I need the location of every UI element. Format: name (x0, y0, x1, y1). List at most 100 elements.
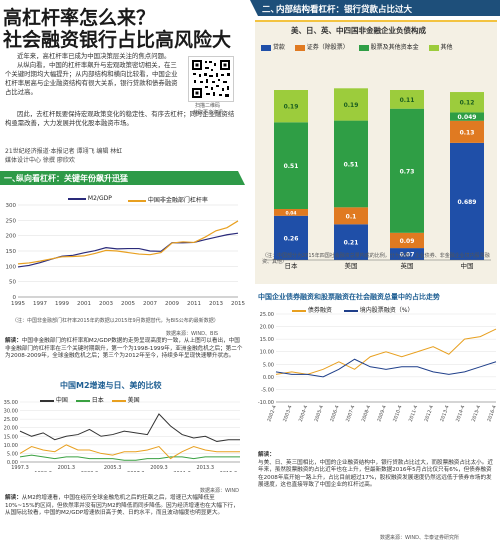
bar-segment (450, 142, 484, 260)
x-tick-label: 2002-4 (266, 405, 277, 423)
bar-segment (334, 224, 368, 260)
x-tick-label: 2009.3 (150, 465, 168, 471)
section1b-explain-label: 解读： (5, 495, 22, 501)
x-tick-label: 2009-4 (376, 405, 387, 423)
m2-growth-chart-svg: 0.00 5.00 10.00 15.00 20.00 25.00 30.00 35.00 19… (4, 400, 240, 477)
m2-growth-chart: 0.00 5.00 10.00 15.00 20.00 25.00 30.00 35.00 19… (0, 392, 245, 477)
y-tick-label: 50 (9, 280, 16, 286)
bar-segment (390, 108, 424, 233)
bar-value-label: 0.07 (400, 252, 415, 259)
bar-value-label: 0.12 (460, 100, 475, 107)
section1-explain-text: 中国非金融部门的杠杆率和M2/GDP数据的走势呈现高度的一致，从上图可以看出，中… (5, 338, 243, 360)
bar-value-label: 0.11 (400, 97, 415, 104)
y-tick-label: 300 (6, 203, 17, 209)
leverage-chart-svg: 0 50 100 150 200 250 300 1995 1997 1999 2001 2003 20… (6, 203, 246, 307)
section2-title: 内部结构看杠杆：银行贷款占比过大 (276, 5, 413, 15)
x-tick-label: 2003 (99, 301, 113, 307)
x-tick-label: 1997.3 (11, 465, 29, 471)
bar-segment (450, 120, 484, 143)
x-tick-label: 2016-4 (486, 405, 497, 423)
series-line-2 (19, 444, 240, 460)
y-tick-label: 35.00 (4, 400, 18, 406)
legend-line-leverage-icon (128, 199, 146, 202)
x-tick-label: 1999 (55, 301, 69, 307)
qr-code[interactable] (188, 56, 234, 102)
legend-line-china-icon (40, 399, 54, 402)
bar-segment (274, 209, 308, 216)
x-category-label: 美国 (345, 261, 358, 270)
legend-swatch-equity-icon (358, 44, 369, 51)
y-tick-label: 0.00 (7, 460, 18, 466)
financing-share-source: 数据来源：WIND、华泰证券研究所 (380, 535, 460, 541)
debt-structure-legend: 贷款 证券（除股票） 股票及其他资本金 其他 (261, 42, 497, 51)
x-tick-label: 2008-4 (361, 405, 372, 423)
section1-number: 一、 (4, 174, 20, 183)
y-tick-label: -5.00 (261, 387, 274, 393)
y-tick-label: 100 (6, 264, 17, 270)
legend-line-bond-icon (292, 309, 306, 312)
debt-structure-panel: 美、日、英、中四国非金融企业负债构成 贷款 证券（除股票） 股票及其他资本金 其… (255, 20, 497, 284)
y-tick-label: 10.00 (260, 350, 274, 356)
x-tick-label: 2007.3 (127, 471, 145, 472)
y-tick-label: 25.00 (260, 312, 274, 318)
x-category-label: 英国 (401, 261, 414, 270)
y-tick-label: 200 (6, 234, 17, 240)
x-tick-label: 2012-4 (424, 405, 435, 423)
x-tick-label: 2013 (209, 301, 223, 307)
leverage-legend-m2: M2/GDP (68, 195, 112, 202)
legend-swatch-bonds-icon (294, 44, 305, 51)
financing-share-chart-svg: -10.00 -5.00 0.00 5.00 10.00 15.00 20.00 25.00 2… (258, 312, 498, 423)
bar-value-label: 0.09 (400, 238, 415, 245)
leverage-chart-source: 数据来源：WIND、BIS (166, 331, 219, 337)
x-tick-label: 2001.3 (58, 465, 76, 471)
financing-legend: 债券融资 境内股票融资（%） (292, 305, 413, 314)
x-tick-label: 2015-4 (471, 405, 482, 423)
bar-value-label: 0.1 (346, 213, 357, 220)
section1-banner: 一、 纵向看杠杆：关键年份飙升迅猛 (0, 171, 245, 185)
y-tick-label: 10.00 (4, 443, 18, 449)
debt-structure-note: （注：中国部分为2015年四国社会融资总量构成的比例，分为贷款、企业债券、非金融… (262, 253, 490, 265)
x-tick-label: 2006-4 (329, 405, 340, 423)
x-tick-label: 1999.3 (34, 471, 52, 472)
debt-structure-title: 美、日、英、中四国非金融企业负债构成 (291, 26, 426, 35)
bar-value-label: 0.04 (285, 210, 296, 216)
financing-share-chart: -10.00 -5.00 0.00 5.00 10.00 15.00 20.00 25.00 2… (252, 302, 500, 430)
section1-title: 纵向看杠杆：关键年份飙升迅猛 (16, 174, 128, 183)
intro-paragraphs: 近年来，高杠杆率已成为中国决策层关注的焦点问题。 从纵向看，中国的杠杆率飙升与宏… (5, 52, 183, 97)
bar-value-label: 0.19 (284, 104, 299, 111)
x-tick-label: 2015.3 (220, 471, 238, 472)
x-tick-label: 2009 (165, 301, 179, 307)
x-tick-label: 2007 (143, 301, 157, 307)
y-tick-label: 0 (13, 295, 17, 301)
y-tick-label: 25.00 (4, 417, 18, 423)
financing-share-title: 中国企业债券融资和股票融资在社会融资总量中的占比走势 (258, 293, 440, 301)
y-tick-label: 15.00 (4, 434, 18, 440)
legend-line-us-icon (111, 399, 126, 402)
bar-value-label: 0.689 (458, 199, 477, 206)
series-line-0 (19, 413, 240, 442)
bar-segment (274, 215, 308, 260)
bar-segment (334, 88, 368, 121)
series-line-0 (275, 328, 497, 375)
x-tick-label: 2005 (121, 301, 135, 307)
bar-segment (274, 90, 308, 123)
byline-1: 21世纪经济报道·本报记者 谭翊飞 编辑 林虹 (5, 148, 123, 155)
qr-caption-2: 获取更多资讯 (193, 110, 224, 116)
x-tick-label: 2015 (231, 301, 245, 307)
x-tick-label: 2003-4 (282, 405, 293, 423)
legend-swatch-other-icon (428, 44, 439, 51)
section2-explain-text: 与美、日、英三国相比，中国的企业融资结构中，银行贷款占比过大，而股票融资占比太小… (258, 459, 493, 489)
section2-number: 二、 (262, 5, 280, 15)
bar-value-label: 0.73 (400, 168, 415, 175)
byline-2: 媒体设计中心 徐撰 廖欣欢 (5, 157, 75, 164)
m2-growth-source: 数据来源：WIND (200, 488, 240, 494)
intro-p3: 因此，去杠杆既要保持宏观政策变化的稳定性、有序去杠杆；同时企业融资结构亟需改善，… (5, 110, 235, 127)
y-tick-label: 20.00 (4, 426, 18, 432)
bar-value-label: 0.26 (284, 235, 299, 242)
legend-line-japan-icon (75, 399, 90, 402)
x-tick-label: 2005-4 (314, 405, 325, 423)
x-tick-label: 2007-4 (345, 405, 356, 423)
bar-value-label: 0.21 (344, 240, 359, 247)
bar-segment (334, 120, 368, 208)
x-category-label: 日本 (285, 261, 299, 270)
